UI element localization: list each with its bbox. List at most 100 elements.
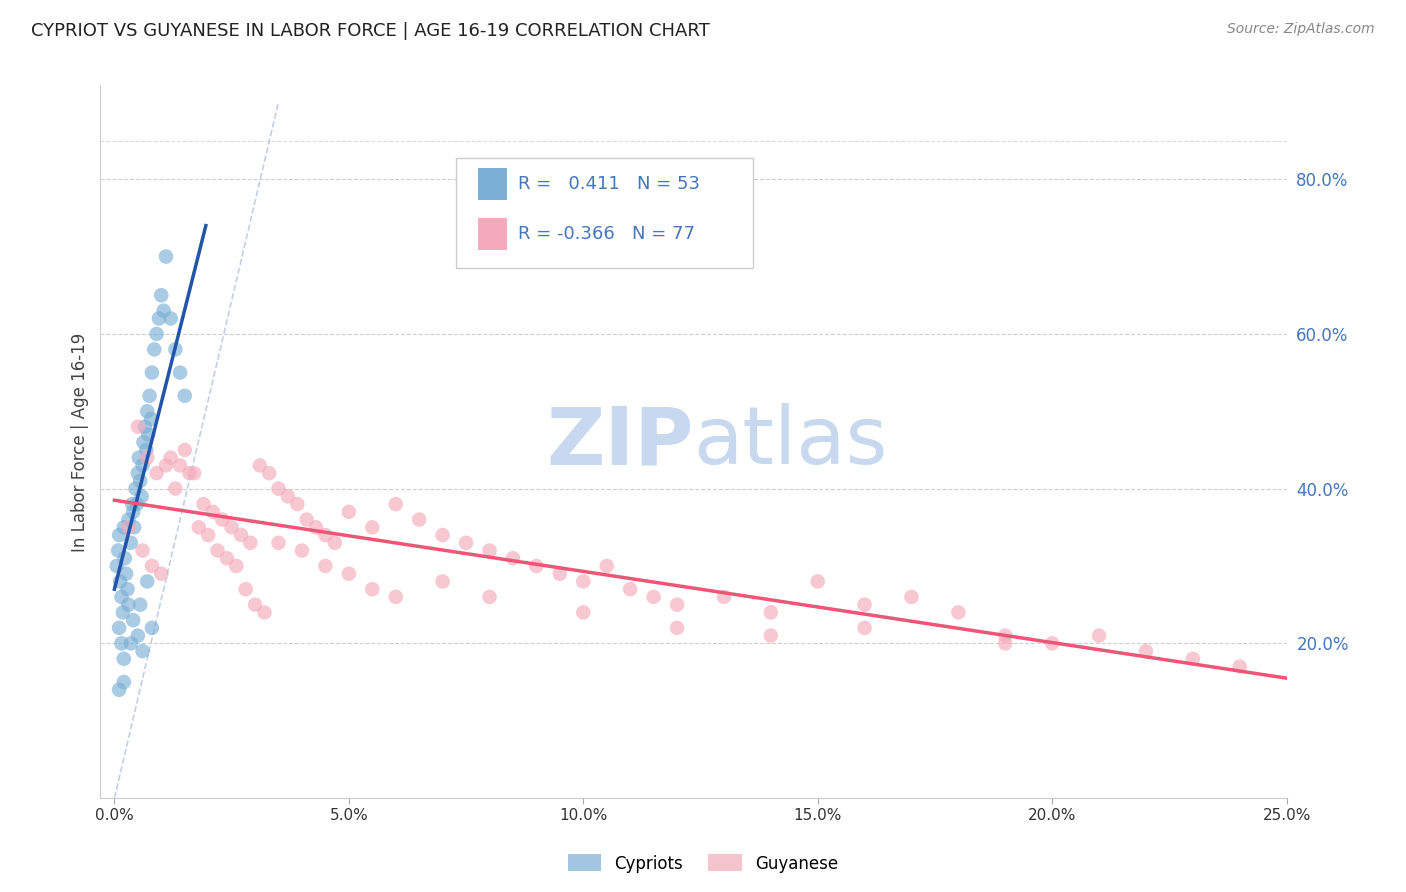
Point <box>127 629 149 643</box>
Point <box>127 466 149 480</box>
Point <box>253 606 276 620</box>
Point <box>257 466 280 480</box>
Text: R =   0.411   N = 53: R = 0.411 N = 53 <box>517 175 700 193</box>
Point <box>138 389 160 403</box>
Point <box>127 419 149 434</box>
Point <box>173 389 195 403</box>
Point <box>139 412 162 426</box>
Point <box>225 559 247 574</box>
Point <box>169 458 191 473</box>
Point <box>239 535 262 549</box>
Point <box>129 598 152 612</box>
Point <box>128 450 150 465</box>
Point <box>117 512 139 526</box>
Point <box>122 520 145 534</box>
Point <box>143 343 166 357</box>
Point <box>207 543 229 558</box>
Point <box>221 520 243 534</box>
Text: CYPRIOT VS GUYANESE IN LABOR FORCE | AGE 16-19 CORRELATION CHART: CYPRIOT VS GUYANESE IN LABOR FORCE | AGE… <box>31 22 710 40</box>
Point <box>136 574 159 589</box>
Point <box>115 566 138 581</box>
Text: R = -0.366   N = 77: R = -0.366 N = 77 <box>517 225 695 243</box>
Point <box>141 559 163 574</box>
Point <box>337 566 360 581</box>
Point <box>122 613 145 627</box>
FancyBboxPatch shape <box>478 218 508 250</box>
Point <box>148 311 170 326</box>
Point <box>285 497 308 511</box>
Point <box>994 636 1017 650</box>
Point <box>120 535 142 549</box>
Point <box>112 675 135 690</box>
Point <box>1088 629 1111 643</box>
FancyBboxPatch shape <box>478 169 508 200</box>
Point <box>114 551 136 566</box>
Point <box>807 574 830 589</box>
Point <box>141 366 163 380</box>
Point <box>131 644 153 658</box>
Point <box>666 598 689 612</box>
Point <box>179 466 201 480</box>
Point <box>107 543 129 558</box>
Legend: Cypriots, Guyanese: Cypriots, Guyanese <box>561 847 845 880</box>
Point <box>131 458 153 473</box>
Point <box>305 520 328 534</box>
Point <box>994 629 1017 643</box>
Point <box>145 466 167 480</box>
Point <box>1229 659 1251 673</box>
Point <box>384 590 406 604</box>
Point <box>323 535 346 549</box>
Point <box>713 590 735 604</box>
Point <box>105 559 128 574</box>
Point <box>229 528 252 542</box>
Point <box>478 543 501 558</box>
Point <box>108 621 131 635</box>
Point <box>1040 636 1063 650</box>
Point <box>169 366 191 380</box>
Point <box>112 520 135 534</box>
Point <box>136 427 159 442</box>
Point <box>666 621 689 635</box>
FancyBboxPatch shape <box>456 158 752 268</box>
Point <box>243 598 266 612</box>
Point <box>1135 644 1157 658</box>
Point <box>596 559 619 574</box>
Point <box>155 458 177 473</box>
Point <box>120 636 142 650</box>
Point <box>135 442 157 457</box>
Point <box>249 458 271 473</box>
Point <box>526 559 548 574</box>
Point <box>548 566 571 581</box>
Point <box>267 535 290 549</box>
Point <box>117 598 139 612</box>
Point <box>267 482 290 496</box>
Point <box>131 489 153 503</box>
Point <box>201 505 224 519</box>
Point <box>121 497 143 511</box>
Point <box>125 497 148 511</box>
Point <box>1181 652 1204 666</box>
Point <box>155 250 177 264</box>
Point <box>572 606 595 620</box>
Point <box>111 606 134 620</box>
Text: Source: ZipAtlas.com: Source: ZipAtlas.com <box>1227 22 1375 37</box>
Point <box>408 512 430 526</box>
Point <box>432 574 454 589</box>
Point <box>141 621 163 635</box>
Point <box>124 482 146 496</box>
Point <box>173 442 195 457</box>
Point <box>211 512 233 526</box>
Y-axis label: In Labor Force | Age 16-19: In Labor Force | Age 16-19 <box>72 333 89 552</box>
Point <box>136 404 159 418</box>
Point <box>478 590 501 604</box>
Point <box>643 590 665 604</box>
Point <box>145 326 167 341</box>
Point <box>136 450 159 465</box>
Point <box>384 497 406 511</box>
Point <box>291 543 314 558</box>
Point <box>132 435 155 450</box>
Point <box>122 505 145 519</box>
Point <box>110 590 132 604</box>
Point <box>108 574 131 589</box>
Point <box>277 489 299 503</box>
